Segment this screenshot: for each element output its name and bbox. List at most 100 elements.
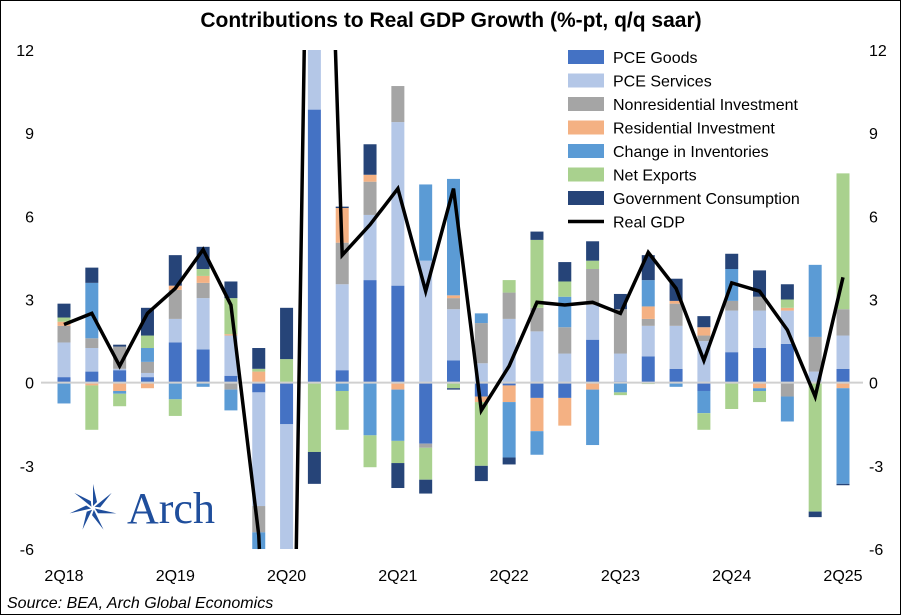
bar-pce-services-3Q23 [641,325,655,357]
legend-item: PCE Goods [568,50,697,67]
bar-pce-goods-2Q24 [725,352,739,383]
bar-change-in-inventories-3Q21 [419,184,433,261]
bar-change-in-inventories-1Q23 [586,389,600,446]
bar-net-exports-1Q24 [697,413,711,430]
legend-label: PCE Goods [613,50,697,67]
logo-text: Arch [127,484,215,533]
legend-item: Residential Investment [568,120,775,138]
bar-nonresidential-investment-2Q24 [725,300,739,311]
x-tick: 2Q19 [156,568,195,585]
bar-change-in-inventories-2Q19 [168,382,182,400]
bar-residential-investment-4Q22 [558,397,572,426]
legend-item: PCE Services [568,73,712,91]
bar-change-in-inventories-4Q19 [224,389,238,411]
bar-net-exports-3Q22 [530,239,544,308]
y-tick-right: 3 [869,293,878,310]
bar-pce-services-4Q20 [335,284,349,371]
legend-swatch [568,97,604,111]
bar-residential-investment-1Q20 [252,371,266,383]
bar-pce-services-3Q19 [196,298,210,350]
bar-residential-investment-1Q19 [140,382,154,389]
bar-residential-investment-1Q23 [586,382,600,390]
bar-government-consumption-2Q19 [168,255,182,286]
x-tick: 2Q23 [601,568,640,585]
bar-pce-goods-1Q21 [363,280,377,383]
bar-nonresidential-investment-4Q22 [558,327,572,354]
bar-nonresidential-investment-2Q25 [836,309,850,336]
bar-net-exports-4Q24 [780,299,794,308]
bar-pce-services-3Q20 [307,50,321,110]
bar-net-exports-1Q21 [363,435,377,468]
bar-net-exports-2Q18 [57,317,71,322]
bar-pce-goods-3Q23 [641,356,655,383]
bar-change-in-inventories-3Q23 [641,280,655,307]
bar-residential-investment-3Q22 [530,397,544,432]
y-tick-left: 9 [25,126,34,143]
bar-net-exports-2Q24 [725,382,739,410]
bar-net-exports-2Q20 [280,359,294,383]
source-note: Source: BEA, Arch Global Economics [7,595,273,612]
bar-pce-goods-1Q19 [140,377,154,383]
bar-net-exports-3Q20 [307,382,321,452]
bar-net-exports-2Q23 [613,392,627,396]
bar-nonresidential-investment-1Q23 [586,269,600,306]
bar-net-exports-4Q20 [335,390,349,430]
legend-label: Nonresidential Investment [613,97,799,114]
y-tick-right: 0 [869,376,878,393]
bar-government-consumption-2Q21 [391,463,405,489]
legend-label: Real GDP [613,215,685,232]
bar-net-exports-3Q19 [196,269,210,276]
bar-pce-services-1Q25 [808,371,822,383]
bar-pce-services-2Q19 [168,318,182,343]
bar-change-in-inventories-2Q22 [502,402,516,458]
bar-pce-services-3Q24 [753,310,767,349]
bar-change-in-inventories-1Q22 [474,313,488,324]
legend-item: Nonresidential Investment [568,97,799,114]
bar-pce-services-1Q20 [252,392,266,507]
bar-government-consumption-3Q18 [85,267,99,283]
bar-net-exports-2Q22 [502,280,516,293]
bar-pce-goods-4Q22 [558,382,572,398]
bar-pce-services-1Q23 [586,305,600,340]
y-tick-right: 6 [869,209,878,226]
bar-net-exports-1Q20 [252,368,266,372]
bar-pce-goods-1Q20 [252,382,266,393]
bar-residential-investment-2Q22 [502,385,516,403]
bar-pce-goods-3Q21 [419,382,433,444]
x-tick: 2Q21 [378,568,417,585]
bar-residential-investment-2Q25 [836,382,850,389]
legend-swatch [568,191,604,205]
bar-net-exports-3Q18 [85,385,99,430]
arch-logo: Arch [69,484,215,533]
bar-government-consumption-2Q22 [502,457,516,465]
bar-nonresidential-investment-4Q23 [669,303,683,326]
bar-change-in-inventories-4Q23 [669,382,683,387]
bar-residential-investment-3Q19 [196,275,210,283]
bar-pce-services-2Q22 [502,318,516,383]
bar-pce-goods-2Q25 [836,368,850,383]
bar-net-exports-2Q19 [168,399,182,416]
bar-net-exports-1Q19 [140,335,154,349]
bar-pce-services-3Q18 [85,348,99,372]
bar-government-consumption-4Q19 [224,281,238,299]
legend-item: Change in Inventories [568,144,769,161]
bar-pce-services-3Q22 [530,331,544,383]
bar-pce-goods-3Q19 [196,349,210,383]
bar-residential-investment-4Q24 [780,307,794,311]
bar-change-in-inventories-2Q21 [391,389,405,441]
bar-pce-services-4Q22 [558,353,572,383]
bar-pce-goods-2Q20 [280,382,294,425]
bar-change-in-inventories-1Q24 [697,390,711,414]
bar-government-consumption-1Q20 [252,348,266,369]
bar-nonresidential-investment-2Q23 [613,309,627,354]
bar-pce-services-1Q19 [140,372,154,378]
bar-government-consumption-1Q22 [474,465,488,482]
bar-nonresidential-investment-4Q24 [780,382,794,397]
legend-label: Government Consumption [613,191,800,208]
bar-pce-goods-4Q20 [335,370,349,383]
bar-net-exports-1Q22 [474,402,488,466]
bar-nonresidential-investment-3Q24 [753,296,767,311]
bar-change-in-inventories-4Q18 [113,390,127,394]
x-tick: 2Q25 [823,568,862,585]
